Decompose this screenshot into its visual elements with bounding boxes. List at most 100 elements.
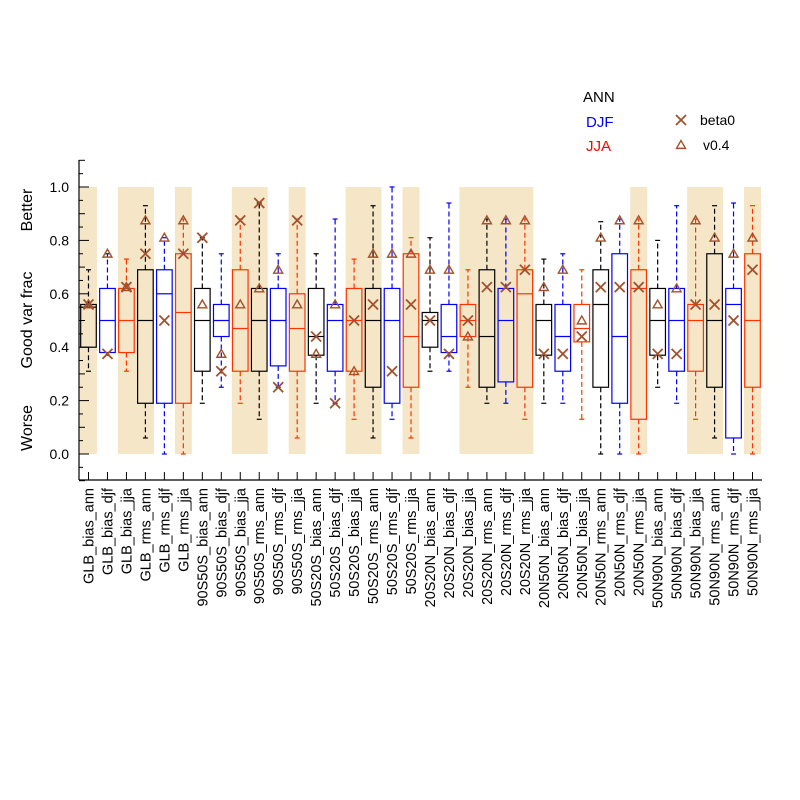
x-tick-label: 20N50N_rms_djf [613,487,629,597]
beta0-marker-90S50S_rms_jja [291,214,303,227]
beta0-marker-20S20N_rms_jja [519,264,531,276]
v04-marker-50N90N_bias_ann [651,298,664,309]
x-tick-label: 50N90N_bias_ann [651,488,667,608]
beta0-marker-90S50S_bias_jja [234,214,246,227]
x-tick-label: 50S20S_bias_djf [328,487,344,598]
x-tick-label: 20N50N_bias_jja [575,487,591,598]
x-tick-label: 50S20S_rms_djf [385,487,401,595]
legend-season-title: ANN [583,89,615,106]
box-body [497,287,515,383]
box-body [649,287,667,356]
legend-beta0-symbol [675,114,687,126]
x-tick-label: 50S20S_rms_ann [366,488,382,604]
y-tick-label: 1.0 [50,179,70,195]
v04-marker-90S50S_bias_jja [234,298,246,309]
v04-marker-GLB_rms_jja [177,214,190,225]
x-tick-label: 20N50N_bias_ann [537,488,553,608]
legend-season-djf: DJF [586,114,614,131]
x-tick-label: GLB_rms_jja [176,487,192,572]
legend-marker-v04: v0.4 [703,137,730,153]
beta0-marker-20N50N_rms_ann [595,281,607,293]
box-20S20N_rms_ann [478,218,496,404]
beta0-marker-20N50N_bias_jja [576,330,588,343]
x-tick-label: 90S50S_bias_ann [195,488,211,607]
y-axis-label: Good var frac [19,272,36,369]
box-90S50S_rms_jja [288,218,306,439]
beta0-marker-90S50S_rms_ann [253,197,265,209]
v04-marker-90S50S_bias_djf [215,347,227,358]
v04-marker-GLB_rms_djf [158,231,171,242]
box-body [478,269,496,388]
beta0-marker-50S20S_rms_jja [405,298,417,311]
box-GLB_rms_djf [155,237,173,455]
beta0-marker-50S20S_bias_djf [329,397,341,409]
x-tick-label: 50N90N_rms_jja [746,487,762,596]
v04-marker-50N90N_rms_djf [727,247,740,258]
beta0-marker-50N90N_bias_ann [652,348,664,360]
box-50S20S_rms_djf [383,186,401,420]
box-20N50N_rms_djf [611,218,629,455]
x-tick-label: 20S20N_rms_ann [480,488,496,605]
v04-marker-20S20N_bias_ann [424,263,436,274]
legend-season-jja: JJA [586,138,611,155]
box-50S20S_rms_jja [402,237,420,439]
x-tick-label: GLB_bias_jja [119,487,135,574]
box-50N90N_rms_djf [725,202,742,455]
box-body [573,303,591,343]
v04-marker-20N50N_bias_djf [557,263,569,274]
v04-marker-50S20S_bias_djf [329,298,341,309]
x-tick-label: 20N50N_rms_jja [632,487,648,596]
v04-marker-20S20N_rms_ann [481,214,493,225]
box-20S20N_rms_djf [497,218,515,404]
box-90S50S_bias_djf [212,253,230,388]
x-tick-label: GLB_bias_djf [100,487,116,575]
x-tick-label: 50N90N_bias_jja [689,487,705,598]
beta0-marker-20S20N_rms_ann [481,281,493,293]
x-tick-label: GLB_rms_ann [138,488,154,582]
box-body [326,303,344,372]
x-tick-label: 20S20N_bias_ann [423,488,439,607]
box-body [668,287,686,372]
box-90S50S_bias_ann [193,237,211,404]
box-body [288,293,306,372]
box-body [630,269,648,420]
beta0-marker-20S20N_rms_djf [500,281,512,293]
x-tick-label: 50S20S_bias_jja [347,487,363,597]
y-tick-label: 0.4 [50,339,70,355]
box-body [345,287,363,372]
beta0-marker-20N50N_bias_djf [557,348,569,360]
beta0-marker-90S50S_bias_ann [196,232,208,244]
v04-marker-50N90N_bias_djf [670,282,683,293]
x-tick-label: 20S20N_rms_djf [499,487,515,596]
beta0-marker-50S20S_bias_jja [348,314,360,327]
box-50N90N_rms_ann [706,205,723,439]
v04-marker-GLB_bias_ann [82,298,95,309]
shade-band-8 [630,187,648,454]
x-tick-label: GLB_bias_ann [81,488,97,584]
axes: 0.0 0.2 0.4 0.6 0.8 1.0 GLB_bias_ann GLB_bias_d… [50,159,762,608]
box-50S20S_rms_ann [364,205,382,439]
v04-marker-90S50S_rms_ann [253,282,265,293]
x-tick-label: 20N50N_bias_djf [556,487,572,599]
x-tick-label: GLB_rms_djf [157,487,173,573]
shade-band-0 [80,187,97,454]
box-20N50N_bias_ann [535,258,553,404]
box-body [554,303,572,372]
box-body [137,269,154,404]
y-axis-label-bottom: Worse [19,405,36,451]
box-body [250,287,268,372]
box-body [440,303,458,354]
legend-marker-beta0: beta0 [700,112,735,128]
beta0-marker-50S20S_rms_djf [386,365,398,377]
beta0-marker-50N90N_rms_ann [708,298,721,311]
beta0-marker-50S20S_rms_ann [367,298,379,311]
v04-marker-GLB_bias_jja [120,281,133,292]
box-50S20S_bias_ann [307,253,325,404]
box-GLB_bias_djf [99,253,116,356]
box-body [592,269,610,388]
x-tick-label: 50N90N_rms_djf [727,487,743,597]
box-body [535,303,553,356]
legend-marker-symbols [675,114,687,150]
y-tick-label: 0.2 [50,393,70,409]
beta0-marker-20S20N_bias_djf [443,348,455,360]
